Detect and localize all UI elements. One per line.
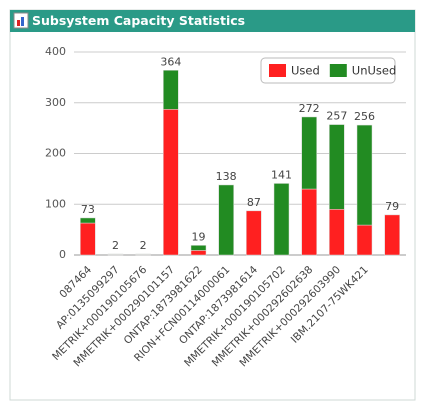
bar-segment [107,253,124,255]
panel-title: Subsystem Capacity Statistics [32,13,245,28]
y-tick-label: 0 [59,248,66,261]
total-label: 19 [192,230,206,243]
legend-label: Used [291,64,320,78]
header-icon [13,12,29,29]
bar-segment [356,224,373,256]
y-tick-label: 400 [45,45,66,58]
total-label: 138 [216,170,237,183]
bar-segment [301,116,317,190]
total-label: 256 [354,110,375,123]
panel-header [10,10,415,32]
bar-segment [273,183,290,256]
legend-swatch [329,64,347,77]
bar-segment [163,109,179,256]
bar-segment [218,184,234,256]
bar-segment [163,70,179,110]
legend-label: UnUsed [352,64,397,78]
total-label: 2 [112,239,119,252]
bar-segment [80,222,96,256]
bar-segment [384,214,400,256]
y-tick-label: 100 [45,197,66,210]
total-label: 364 [160,55,181,68]
total-label: 141 [271,168,292,181]
legend-frame [260,57,396,84]
total-label: 2 [140,239,147,252]
total-label: 87 [247,196,261,209]
total-label: 73 [81,203,95,216]
bar-segment [135,253,151,255]
bar-segment [190,250,207,256]
total-label: 272 [299,102,320,115]
bar-segment [80,217,96,224]
bar-segment [301,188,317,256]
legend-swatch [269,64,286,77]
legend: Used UnUsed [260,57,397,84]
y-tick-label: 300 [45,96,66,109]
bar-segment [356,124,373,226]
total-label: 79 [385,200,399,213]
bar-segment [246,210,262,256]
y-tick-label: 200 [45,147,66,160]
bar-segment [329,209,345,256]
bar-segment [329,124,345,210]
total-label: 257 [326,110,347,123]
bar-segment [190,245,207,251]
